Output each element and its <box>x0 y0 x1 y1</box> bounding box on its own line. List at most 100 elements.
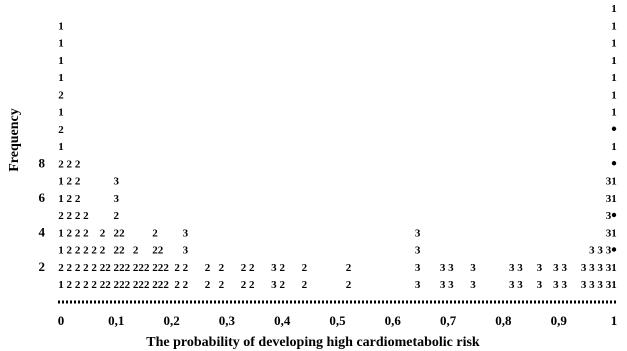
frequency-mark: 3 <box>509 279 515 291</box>
frequency-mark: 2 <box>249 262 255 274</box>
frequency-mark: 2 <box>58 89 64 101</box>
frequency-mark: 3 <box>581 262 587 274</box>
frequency-mark: 2 <box>302 262 308 274</box>
frequency-mark: 2 <box>119 227 125 239</box>
frequency-mark: 3 <box>517 279 523 291</box>
frequency-mark: 2 <box>75 262 81 274</box>
frequency-mark: 3 <box>415 245 421 257</box>
frequency-mark: 2 <box>125 279 131 291</box>
frequency-mark: 2 <box>205 262 211 274</box>
frequency-mark: 3 <box>597 262 603 274</box>
x-tick-label: 0,1 <box>108 313 124 328</box>
frequency-mark: 1 <box>58 20 64 32</box>
frequency-mark: 1 <box>611 20 617 32</box>
frequency-mark: 3 <box>589 279 595 291</box>
frequency-mark: 3 <box>415 262 421 274</box>
frequency-mark: 3 <box>470 279 476 291</box>
frequency-mark: 2 <box>163 262 169 274</box>
frequency-mark: 3 <box>561 279 567 291</box>
frequency-mark: 1 <box>611 55 617 67</box>
frequency-mark: 3 <box>589 245 595 257</box>
frequency-mark: 1 <box>58 176 64 188</box>
frequency-mark: 2 <box>67 279 73 291</box>
frequency-mark: 2 <box>163 279 169 291</box>
frequency-mark: 1 <box>611 262 617 274</box>
frequency-mark: 2 <box>75 176 81 188</box>
y-tick-label: 2 <box>39 259 46 274</box>
frequency-mark: 1 <box>58 55 64 67</box>
frequency-mark: 2 <box>138 279 144 291</box>
frequency-mark: 2 <box>183 262 189 274</box>
frequency-mark: 3 <box>606 210 612 222</box>
frequency-mark: 3 <box>183 245 189 257</box>
x-tick-label: 0,6 <box>385 313 402 328</box>
frequency-mark: 2 <box>100 262 106 274</box>
frequency-mark: 2 <box>133 279 139 291</box>
frequency-mark: 1 <box>58 141 64 153</box>
frequency-mark: 2 <box>67 245 73 257</box>
frequency-mark: 2 <box>219 279 225 291</box>
frequency-mark: 2 <box>138 262 144 274</box>
frequency-mark: 2 <box>83 279 89 291</box>
frequency-mark: 3 <box>553 279 559 291</box>
frequency-mark: 2 <box>67 262 73 274</box>
x-axis-title: The probability of developing high cardi… <box>146 335 480 350</box>
y-tick-label: 6 <box>39 190 46 205</box>
frequency-mark: 2 <box>219 262 225 274</box>
frequency-mark: 3 <box>271 279 277 291</box>
frequency-mark: 2 <box>67 176 73 188</box>
y-axis-title: Frequency <box>7 108 22 172</box>
frequency-mark: 3 <box>448 279 454 291</box>
frequency-mark: 3 <box>448 262 454 274</box>
x-tick-label: 1 <box>611 313 618 328</box>
frequency-mark: 3 <box>606 227 612 239</box>
frequency-mark: 2 <box>58 158 64 170</box>
frequency-mark: 3 <box>581 279 587 291</box>
frequency-mark: 2 <box>58 262 64 274</box>
frequency-mark: 2 <box>67 193 73 205</box>
frequency-mark: 2 <box>114 279 120 291</box>
frequency-mark: 2 <box>158 245 164 257</box>
x-tick-label: 0,9 <box>551 313 568 328</box>
y-tick-labels: 2 4 6 8 <box>39 155 46 274</box>
x-tick-label: 0,7 <box>440 313 457 328</box>
frequency-mark: 3 <box>537 262 543 274</box>
frequency-dot <box>611 126 617 131</box>
frequency-mark: 2 <box>125 262 131 274</box>
x-tick-label: 0,3 <box>219 313 236 328</box>
frequency-mark: 2 <box>100 245 106 257</box>
frequency-mark: 1 <box>58 245 64 257</box>
frequency-mark: 2 <box>114 262 120 274</box>
frequency-mark: 1 <box>58 227 64 239</box>
frequency-mark: 3 <box>537 279 543 291</box>
frequency-mark: 3 <box>114 176 120 188</box>
frequency-mark: 2 <box>67 158 73 170</box>
frequency-dot <box>611 161 617 166</box>
frequency-mark: 3 <box>271 262 277 274</box>
frequency-mark: 2 <box>83 227 89 239</box>
frequency-mark: 2 <box>152 245 158 257</box>
frequency-mark: 3 <box>597 245 603 257</box>
frequency-mark: 2 <box>100 279 106 291</box>
x-tick-label: 0,8 <box>495 313 512 328</box>
frequency-mark: 2 <box>279 279 285 291</box>
frequency-mark: 3 <box>470 262 476 274</box>
frequency-mark: 2 <box>174 279 180 291</box>
frequency-mark: 3 <box>415 227 421 239</box>
frequency-mark: 2 <box>114 245 120 257</box>
frequency-mark: 2 <box>346 279 352 291</box>
frequency-mark: 1 <box>611 193 617 205</box>
frequency-mark: 2 <box>75 227 81 239</box>
frequency-mark: 2 <box>183 279 189 291</box>
frequency-mark: 2 <box>302 279 308 291</box>
x-tick-label: 0,4 <box>274 313 291 328</box>
frequency-mark: 3 <box>440 279 446 291</box>
frequency-mark: 2 <box>75 193 81 205</box>
frequency-mark: 3 <box>183 227 189 239</box>
frequency-mark: 3 <box>606 279 612 291</box>
frequency-mark: 3 <box>553 262 559 274</box>
frequency-mark: 2 <box>58 124 64 136</box>
frequency-mark: 2 <box>133 245 139 257</box>
frequency-mark: 2 <box>91 279 97 291</box>
frequency-mark: 1 <box>611 107 617 119</box>
